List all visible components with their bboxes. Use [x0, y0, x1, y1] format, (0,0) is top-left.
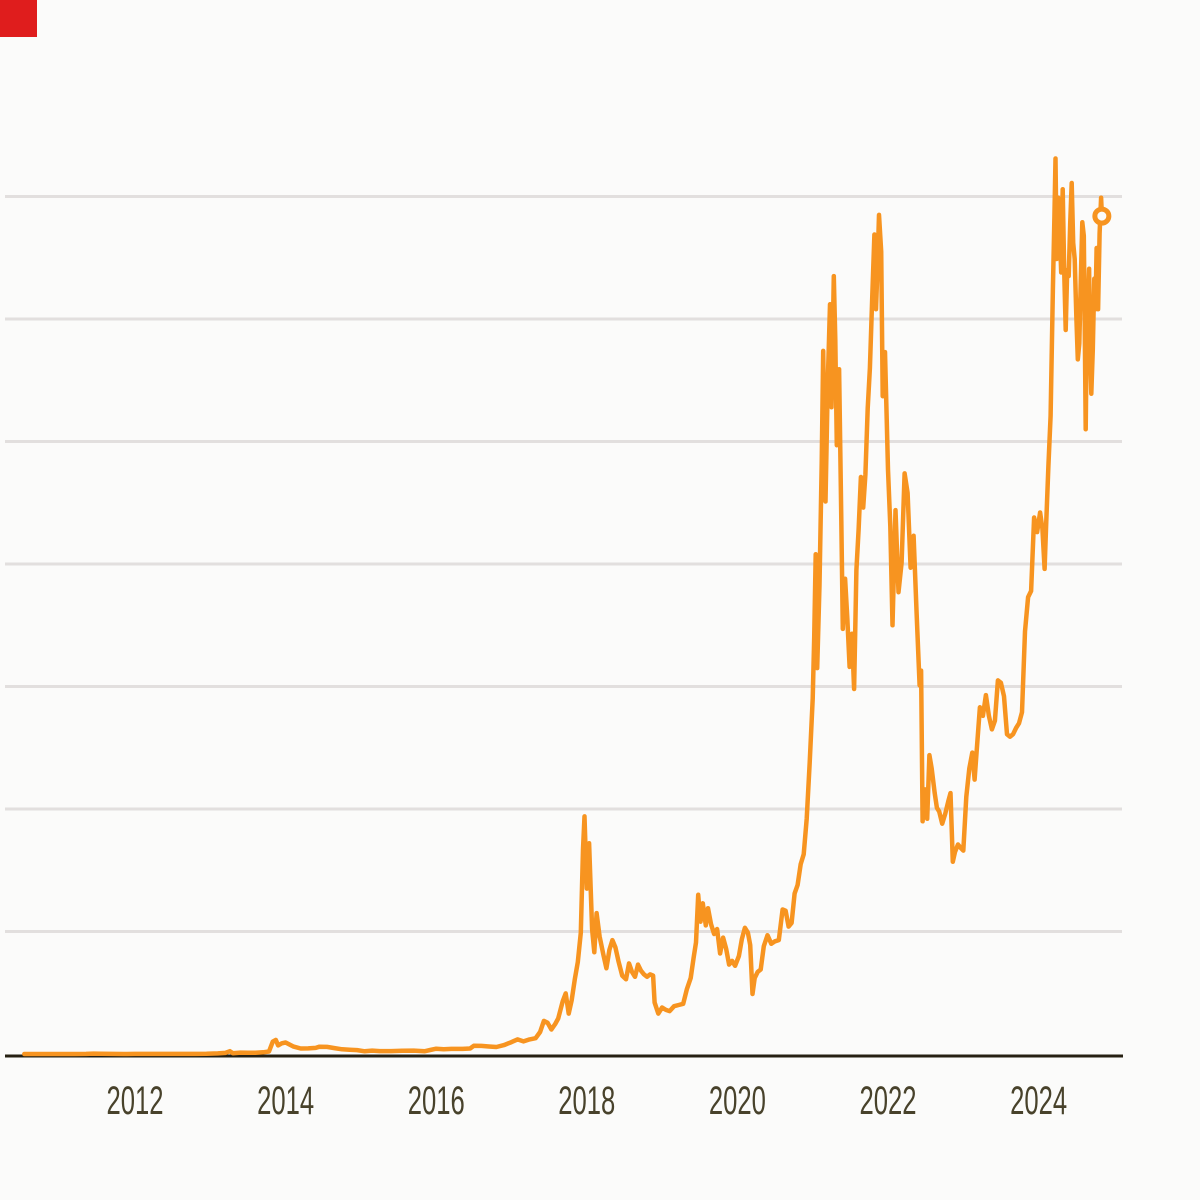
x-tick-label: 2014: [257, 1079, 314, 1123]
price-line: [22, 156, 1105, 1057]
endpoint-marker: [1092, 206, 1112, 226]
x-tick-label: 2022: [860, 1079, 917, 1123]
x-tick-label: 2024: [1010, 1079, 1067, 1123]
x-axis-line: [5, 1054, 1123, 1058]
x-tick-label: 2016: [408, 1079, 465, 1123]
x-tick-label: 2018: [558, 1079, 615, 1123]
x-tick-label: 2012: [107, 1079, 164, 1123]
red-corner-square-marker: [0, 0, 37, 37]
x-tick-label: 2020: [709, 1079, 766, 1123]
